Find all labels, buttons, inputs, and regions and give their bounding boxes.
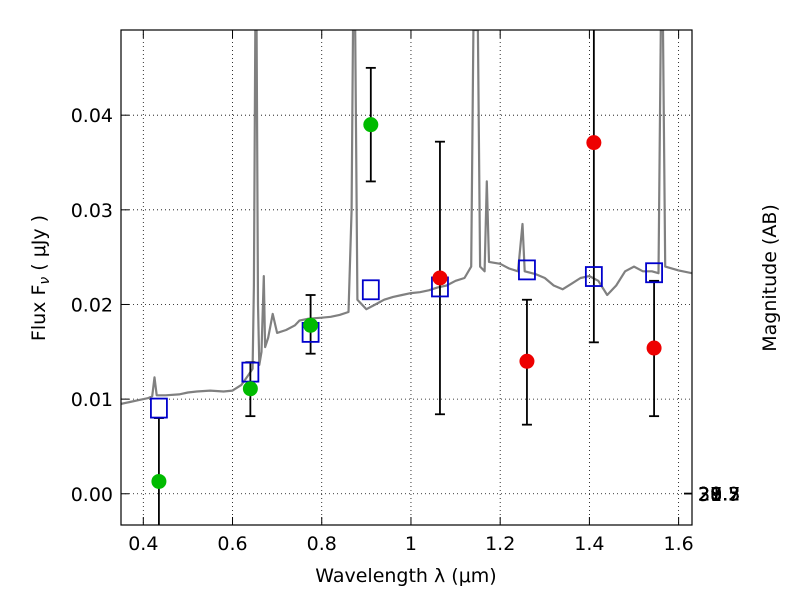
- model-photometry-square: [361, 279, 380, 301]
- mag-tick-label: 27.7: [698, 483, 740, 505]
- mag-tick-label: 28.5: [698, 484, 740, 506]
- observed-flux-point: [646, 340, 662, 356]
- error-bars: [153, 30, 660, 525]
- x-tick-label: 0.6: [217, 533, 247, 555]
- x-tick-label: 0.8: [307, 533, 337, 555]
- y-tick-label: 0.04: [71, 105, 113, 127]
- x-tick-label: 1: [405, 533, 417, 555]
- x-tick-label: 0.4: [128, 533, 158, 555]
- y-tick-label: 0.00: [71, 484, 113, 506]
- y-tick-label: 0.03: [71, 200, 113, 222]
- mag-tick-label: 28: [698, 484, 722, 506]
- observed-flux-point: [242, 381, 258, 397]
- spectrum-line: [121, 30, 692, 405]
- y2-axis-label: Magnitude (AB): [759, 204, 781, 352]
- axis-ticks: 0.4 0.6 0.8 1 1.2 1.4 1.6 0.00 0.01 0.02 0.03 0.04 2…: [71, 30, 740, 555]
- observed-flux-point: [586, 135, 602, 151]
- x-tick-label: 1.6: [664, 533, 694, 555]
- mag-tick-label: 27.5: [698, 483, 740, 505]
- observed-flux-point: [363, 117, 379, 133]
- mag-tick-label: 30: [698, 484, 722, 506]
- model-photometry-square: [645, 262, 663, 284]
- mag-tick-label: 29: [698, 484, 722, 506]
- y-tick-label: 0.02: [71, 294, 113, 316]
- x-tick-label: 1.2: [485, 533, 515, 555]
- x-tick-label: 1.4: [574, 533, 604, 555]
- model-photometry-square: [518, 259, 536, 281]
- plot-frame: [120, 29, 693, 526]
- observed-flux-point: [432, 270, 448, 286]
- observed-flux-point: [151, 473, 167, 489]
- observed-flux-point: [303, 317, 319, 333]
- x-axis-label: Wavelength λ (μm): [315, 565, 496, 587]
- model-photometry-square: [150, 397, 168, 419]
- model-spectrum: [121, 30, 692, 405]
- mag-tick-label: 29.5: [698, 484, 740, 506]
- y-axis-label: Flux Fν ( μJy ): [28, 215, 53, 341]
- grid-lines: [121, 30, 692, 525]
- mag-tick-label: 27.2: [698, 483, 740, 505]
- observed-flux-point: [519, 353, 535, 369]
- mag-tick-label: 27.3: [698, 483, 740, 505]
- model-photometry-square: [584, 266, 603, 287]
- y-tick-label: 0.01: [71, 389, 113, 411]
- mag-tick-label: 28.2: [698, 484, 740, 506]
- mag-tick-label: 31: [698, 484, 722, 506]
- data-markers: [150, 117, 663, 489]
